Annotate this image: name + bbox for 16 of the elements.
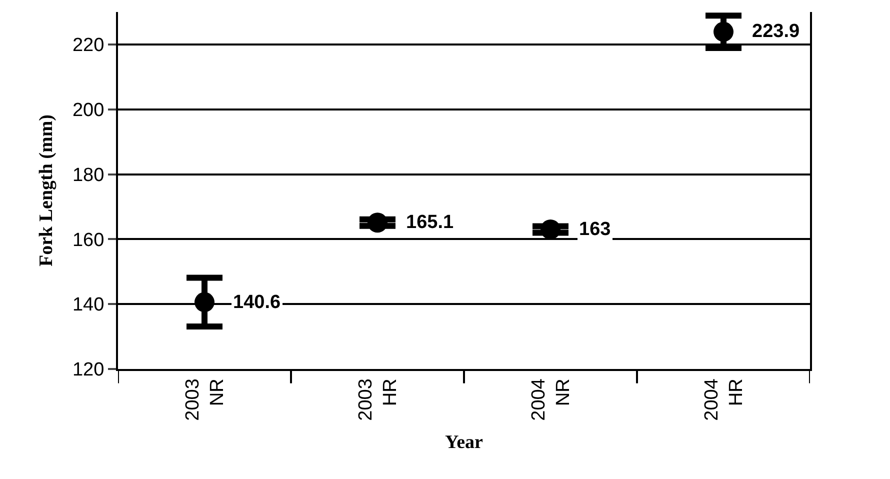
y-tick-label: 160 (72, 230, 104, 251)
data-label: 140.6 (233, 292, 281, 313)
x-tick-label: 2003 HR (355, 378, 402, 421)
y-tick-label: 140 (72, 294, 104, 316)
y-tick-label: 200 (72, 100, 104, 122)
x-tick-label: 2003 NR (182, 378, 228, 421)
y-tick-label: 220 (72, 35, 104, 56)
x-tick-label: 2004 NR (528, 378, 574, 421)
y-axis-title: Fork Length (mm) (36, 114, 57, 266)
data-label: 163 (579, 219, 611, 240)
x-tick-label: 2004 HR (701, 378, 748, 421)
y-tick-label: 120 (72, 360, 104, 381)
y-tick-label: 180 (72, 164, 104, 186)
x-axis-title: Year (445, 432, 484, 454)
data-label: 165.1 (406, 212, 454, 233)
data-label: 223.9 (752, 21, 800, 42)
